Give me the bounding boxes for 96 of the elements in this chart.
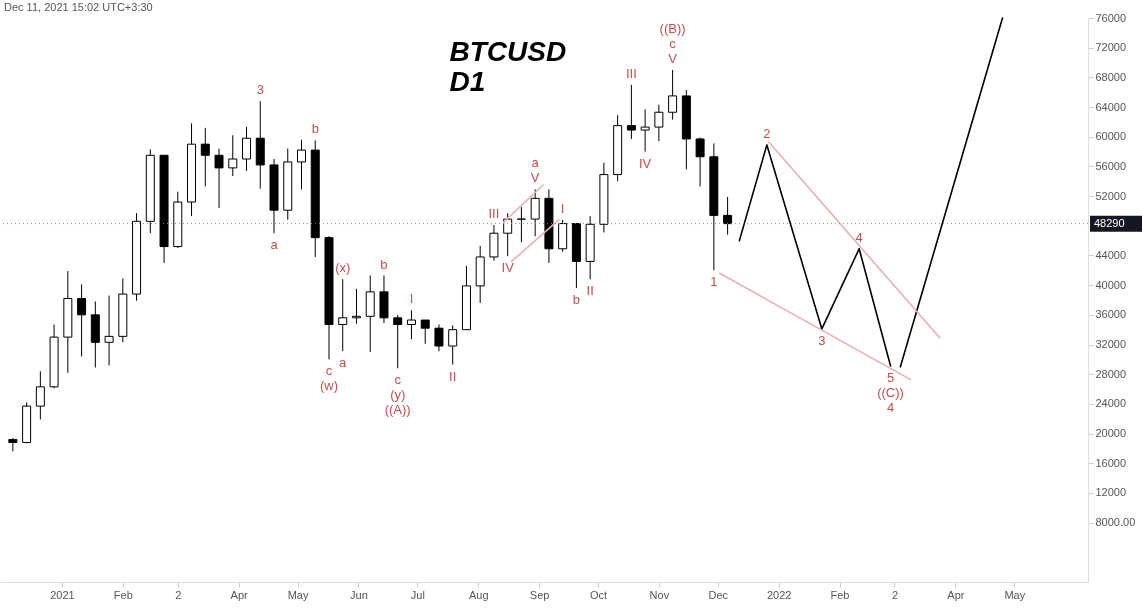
candlestick: [77, 283, 87, 357]
annotation: 2: [763, 125, 771, 141]
candlestick: [668, 69, 678, 121]
x-tick-label: Apr: [947, 588, 965, 601]
candlestick: [8, 437, 18, 452]
text: Dec 11, 2021 15:02 UTC+3:30: [4, 1, 153, 13]
candlestick: [393, 314, 403, 369]
candlestick: [297, 139, 306, 190]
candlestick: [723, 196, 733, 236]
annotation: c: [325, 363, 333, 379]
annotation: IV: [501, 260, 515, 276]
y-tick-label: 76000: [1095, 11, 1127, 24]
annotation: b: [380, 256, 388, 272]
x-tick-label: Jul: [410, 588, 425, 601]
x-tick-label: 2021: [50, 588, 75, 601]
annotation: 3: [256, 82, 264, 98]
y-tick-label: 72000: [1095, 41, 1127, 54]
x-tick-label: Aug: [468, 588, 489, 601]
x-tick-label: Feb: [113, 588, 133, 601]
annotation: I: [409, 291, 414, 307]
y-tick-label: 36000: [1095, 308, 1127, 321]
candlestick: [434, 323, 444, 352]
annotation: 1: [710, 274, 718, 290]
candlestick: [695, 136, 705, 187]
candlestick: [626, 84, 636, 140]
candlestick: [338, 278, 348, 352]
candlestick: [228, 134, 238, 177]
candlestick: [530, 188, 540, 237]
annotation: b: [572, 292, 581, 308]
x-tick-label: Nov: [649, 588, 670, 601]
x-tick-label: May: [287, 588, 309, 601]
annotation: b: [311, 121, 319, 137]
candlestick: [489, 224, 499, 262]
annotation: III: [625, 65, 637, 81]
annotation: IV: [638, 155, 652, 171]
candlestick: [654, 104, 664, 142]
y-tick-label: 68000: [1095, 70, 1127, 83]
ref-line-label: 48290: [1094, 216, 1125, 229]
annotation: II: [449, 368, 457, 384]
annotation: V: [530, 170, 540, 186]
annotation: a: [531, 155, 540, 171]
candlestick: [35, 370, 45, 420]
x-tick-label: Feb: [830, 588, 850, 601]
x-tick-label: Apr: [230, 588, 249, 601]
annotation: 4: [855, 229, 863, 245]
x-tick-label: Dec: [708, 588, 729, 601]
annotation: ((B)): [659, 20, 686, 36]
line-series: [738, 144, 892, 367]
x-tick-label: 2: [891, 588, 899, 601]
annotation: c: [669, 35, 677, 51]
annotation: 3: [818, 332, 826, 348]
candlestick: [640, 108, 650, 153]
annotation: 5: [886, 370, 895, 386]
annotation: c: [394, 372, 402, 388]
annotation: a: [270, 237, 279, 253]
annotation: ((C)): [877, 385, 904, 401]
candlestick: [214, 148, 224, 209]
annotation: a: [339, 355, 348, 371]
candlestick: [503, 212, 513, 257]
y-tick-label: 28000: [1095, 367, 1127, 380]
y-tick-label: 32000: [1095, 338, 1127, 351]
annotation: II: [586, 283, 594, 299]
annotation: (w): [319, 378, 339, 394]
annotation: I: [560, 200, 565, 216]
y-tick-label: 40000: [1095, 278, 1127, 291]
annotation: (x): [335, 260, 351, 276]
annotation: III: [488, 206, 500, 222]
x-tick-label: Jun: [350, 588, 368, 601]
annotation: 4: [886, 400, 895, 416]
x-tick-label: May: [1004, 588, 1026, 601]
candlestick: [406, 309, 416, 340]
y-tick-label: 8000.00: [1095, 516, 1136, 529]
candlestick: [448, 324, 458, 366]
candlestick: [200, 127, 210, 187]
y-tick-label: 20000: [1095, 427, 1127, 440]
annotation: (y): [390, 387, 406, 403]
x-tick-label: 2: [175, 588, 182, 601]
y-tick-label: 56000: [1095, 159, 1127, 172]
y-tick-label: 24000: [1095, 397, 1127, 410]
y-tick-label: 52000: [1095, 189, 1127, 202]
y-tick-label: 60000: [1095, 130, 1127, 143]
annotation: V: [668, 50, 678, 66]
text: D1: [449, 66, 486, 97]
text: BTCUSD: [449, 36, 567, 67]
candlestick: [420, 319, 430, 345]
y-tick-label: 16000: [1095, 456, 1127, 469]
y-tick-label: 12000: [1095, 486, 1127, 499]
x-tick-label: Oct: [589, 588, 608, 601]
candlestick: [104, 295, 114, 366]
annotation: ((A)): [384, 402, 411, 418]
x-tick-label: 2022: [766, 588, 792, 601]
candlestick: [242, 126, 252, 172]
x-tick-label: Sep: [529, 588, 550, 601]
y-tick-label: 44000: [1095, 248, 1127, 261]
candlestick: [516, 206, 526, 243]
y-tick-label: 64000: [1095, 100, 1127, 113]
